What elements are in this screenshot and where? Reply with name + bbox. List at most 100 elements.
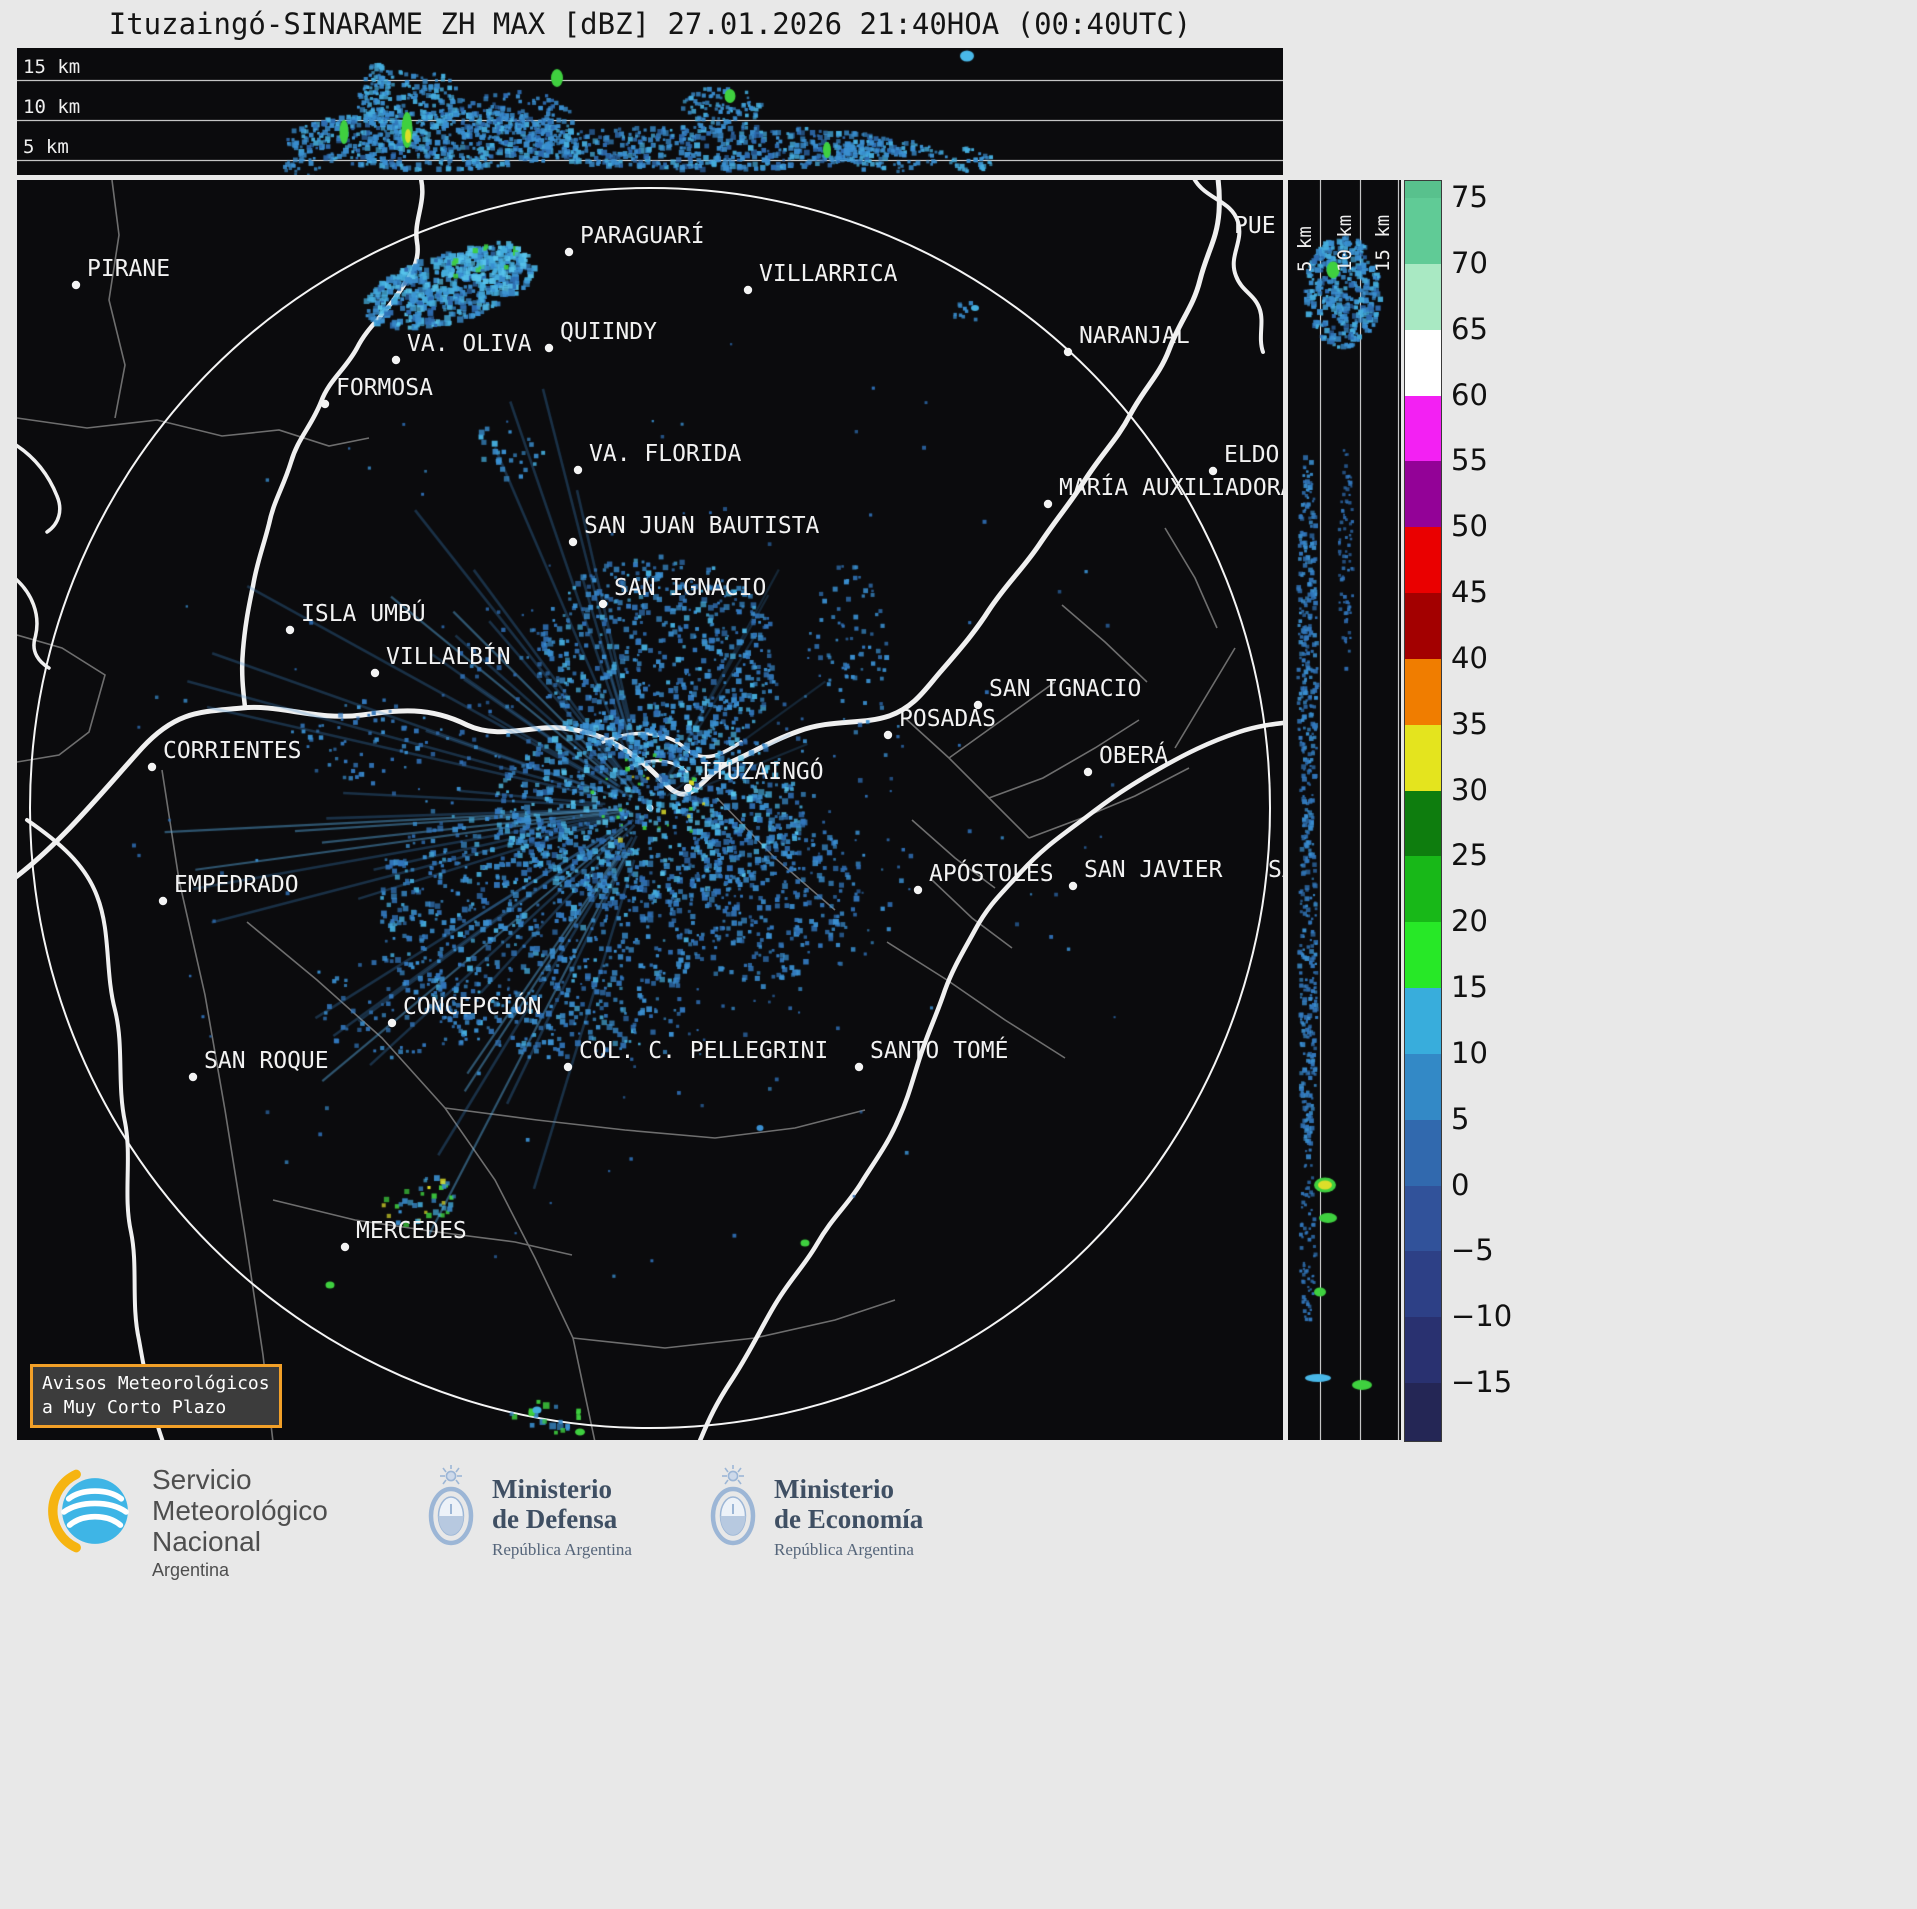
- city-dot: [563, 1062, 573, 1072]
- colorbar-tick-label: 25: [1451, 838, 1488, 873]
- smn-country: Argentina: [152, 1560, 230, 1580]
- defensa-wordmark: Ministerio de Defensa República Argentin…: [492, 1474, 632, 1560]
- city-label: FORMOSA: [336, 375, 433, 401]
- radar-map-panel: PIRANE PARAGUARÍ VILLARRICA QUIINDY VA. OLIV…: [17, 180, 1283, 1440]
- city-label: CONCEPCIÓN: [403, 992, 541, 1020]
- colorbar-band: [1405, 922, 1441, 989]
- city-dot: [1068, 881, 1078, 891]
- city-dot: [147, 762, 157, 772]
- height-label-15km: 15 km: [1372, 214, 1394, 272]
- economia-subtitle: República Argentina: [774, 1540, 914, 1559]
- city-label: SAN IGNACIO: [614, 575, 766, 601]
- colorbar-tick-label: 60: [1451, 377, 1488, 412]
- city-label: OBERÁ: [1099, 741, 1168, 769]
- city-label: PARAGUARÍ: [580, 221, 705, 249]
- colorbar-tick-label: 40: [1451, 640, 1488, 675]
- colorbar-tick-label: −10: [1451, 1299, 1513, 1334]
- smn-line-3: Nacional: [152, 1526, 261, 1557]
- colorbar-tick-label: 70: [1451, 245, 1488, 280]
- economia-title-2: de Economía: [774, 1504, 924, 1534]
- defensa-title-1: Ministerio: [492, 1474, 612, 1504]
- city-dot: [71, 280, 81, 290]
- city-label: ELDO: [1224, 442, 1279, 468]
- city-label: MARÍA AUXILIADORA: [1059, 473, 1283, 501]
- smn-logo-swirls: [61, 1488, 129, 1528]
- colorbar-band: [1405, 461, 1441, 528]
- city-dot: [683, 783, 693, 793]
- city-dot: [913, 885, 923, 895]
- colorbar-tick-label: 15: [1451, 970, 1488, 1005]
- colorbar-tick-label: 55: [1451, 443, 1488, 478]
- city-dot: [370, 668, 380, 678]
- cross-section-top-panel: 15 km 10 km 5 km: [17, 48, 1283, 175]
- smn-logo-yellow-arc: [48, 1469, 81, 1553]
- colorbar-band: [1405, 263, 1441, 331]
- city-label: PIRANE: [87, 256, 170, 282]
- sun-rays-icon: [440, 1465, 462, 1485]
- colorbar-band: [1405, 329, 1441, 397]
- colorbar-band: [1405, 790, 1441, 857]
- colorbar-tick-label: 0: [1451, 1167, 1470, 1202]
- city-label: EMPEDRADO: [174, 872, 299, 898]
- city-label: SAN JUAN BAUTISTA: [584, 513, 820, 539]
- colorbar-band: [1405, 658, 1441, 726]
- height-label-5km: 5 km: [23, 136, 69, 158]
- cross-section-side-panel: 5 km 10 km 15 km: [1288, 180, 1401, 1440]
- smn-wordmark: Servicio Meteorológico Nacional Argentin…: [152, 1464, 328, 1581]
- city-label: COL. C. PELLEGRINI: [579, 1038, 828, 1064]
- smn-line-1: Servicio: [152, 1464, 252, 1495]
- sun-rays-icon: [722, 1465, 744, 1485]
- colorbar-band: [1405, 1053, 1441, 1121]
- colorbar-tick-label: −5: [1451, 1233, 1494, 1268]
- colorbar-band: [1405, 198, 1441, 265]
- city-label: NARANJAL: [1079, 323, 1190, 349]
- colorbar-tick-label: −15: [1451, 1365, 1513, 1400]
- city-dot: [340, 1242, 350, 1252]
- city-label: APÓSTOLES: [929, 859, 1054, 887]
- city-dot: [883, 730, 893, 740]
- economia-title-1: Ministerio: [774, 1474, 894, 1504]
- city-label: SAN ROQUE: [204, 1048, 329, 1074]
- city-label: SAN JAVIER: [1084, 857, 1223, 883]
- city-label: POSADAS: [899, 706, 996, 732]
- city-label: SANTO TOMÉ: [870, 1036, 1008, 1064]
- colorbar-band: [1405, 1185, 1441, 1252]
- colorbar-band: [1405, 1119, 1441, 1187]
- notice-line-2: a Muy Corto Plazo: [42, 1397, 227, 1418]
- height-label-15km: 15 km: [23, 56, 81, 78]
- smn-logo: [48, 1469, 129, 1553]
- height-label-10km: 10 km: [1334, 214, 1356, 272]
- city-dot: [1043, 499, 1053, 509]
- city-dot: [188, 1072, 198, 1082]
- colorbar-band: [1405, 724, 1441, 792]
- smn-logo-disc: [62, 1478, 128, 1544]
- city-dot: [320, 399, 330, 409]
- page-title: Ituzaingó-SINARAME ZH MAX [dBZ] 27.01.20…: [108, 7, 1192, 41]
- warning-notice-box: Avisos Meteorológicos a Muy Corto Plazo: [30, 1364, 282, 1428]
- colorbar-tick-label: 75: [1451, 180, 1488, 215]
- city-dot: [1083, 767, 1093, 777]
- city-label: ISLA UMBÚ: [301, 599, 426, 627]
- city-dot: [854, 1062, 864, 1072]
- city-dot: [598, 599, 608, 609]
- colorbar-tick-label: 45: [1451, 575, 1488, 610]
- dbz-colorbar-ticks: 75 70 65 60 55 50 45 40 35 30 25 20 15 10 5 0 −5 −10 −15: [1451, 180, 1561, 1440]
- city-dot: [1208, 466, 1218, 476]
- colorbar-tick-label: 35: [1451, 706, 1488, 741]
- city-dot: [743, 285, 753, 295]
- city-label: SA: [1268, 857, 1283, 883]
- city-dot: [1063, 347, 1073, 357]
- city-dot: [387, 1018, 397, 1028]
- city-dot: [564, 247, 574, 257]
- city-label: VA. OLIVA: [407, 331, 532, 357]
- economia-wordmark: Ministerio de Economía República Argenti…: [774, 1474, 923, 1560]
- colorbar-band: [1405, 1317, 1441, 1384]
- city-labels-layer: PIRANE PARAGUARÍ VILLARRICA QUIINDY VA. OLIV…: [71, 213, 1283, 1252]
- city-label: PUE: [1234, 213, 1276, 239]
- colorbar-band: [1405, 181, 1441, 199]
- colorbar-band: [1405, 593, 1441, 660]
- colorbar-tick-label: 10: [1451, 1035, 1488, 1070]
- height-label-10km: 10 km: [23, 96, 81, 118]
- colorbar-band: [1405, 988, 1441, 1055]
